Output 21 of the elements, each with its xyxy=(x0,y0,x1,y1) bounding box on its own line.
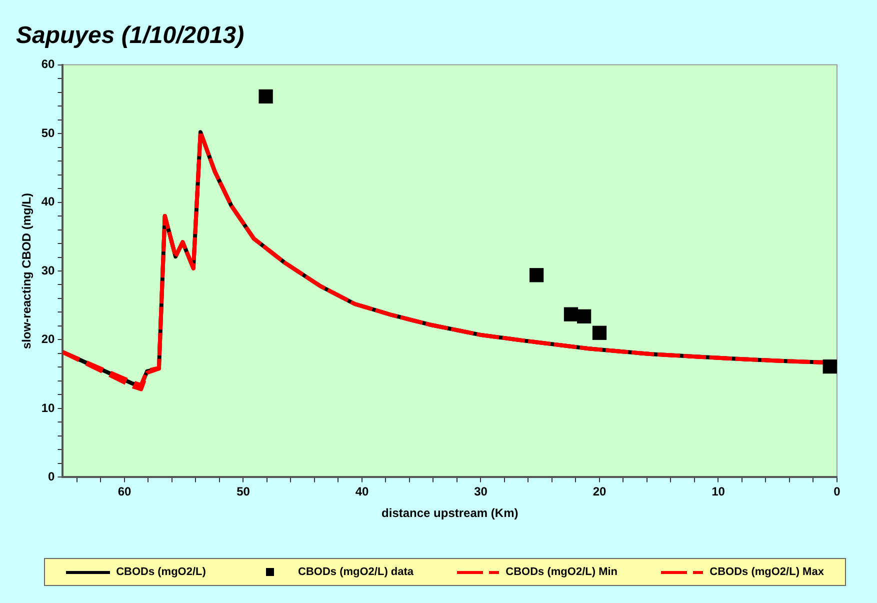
x-tick-label: 60 xyxy=(118,484,132,499)
x-tick-label: 20 xyxy=(592,484,606,499)
y-tick-label: 0 xyxy=(48,470,56,484)
legend-label: CBODs (mgO2/L) xyxy=(116,566,206,578)
x-tick-label: 40 xyxy=(355,484,369,499)
y-tick-label: 40 xyxy=(41,194,56,209)
x-axis-title: distance upstream (Km) xyxy=(382,506,518,520)
y-tick-label: 20 xyxy=(41,332,56,346)
y-tick-label: 60 xyxy=(41,57,56,72)
x-tick-label: 10 xyxy=(712,484,726,499)
legend-label: CBODs (mgO2/L) Min xyxy=(506,566,618,578)
y-tick-label: 30 xyxy=(41,263,56,278)
y-tick-label: 50 xyxy=(41,126,56,140)
chart-title: Sapuyes (1/10/2013) xyxy=(16,22,244,50)
legend-label: CBODs (mgO2/L) Max xyxy=(710,566,824,578)
x-tick-label: 30 xyxy=(474,484,488,499)
y-axis-title: slow-reacting CBOD (mg/L) xyxy=(20,192,34,350)
y-tick-label: 10 xyxy=(41,400,56,415)
legend-label: CBODs (mgO2/L) data xyxy=(298,566,414,578)
x-tick-label: 0 xyxy=(834,484,841,499)
x-tick-label: 50 xyxy=(236,484,250,499)
